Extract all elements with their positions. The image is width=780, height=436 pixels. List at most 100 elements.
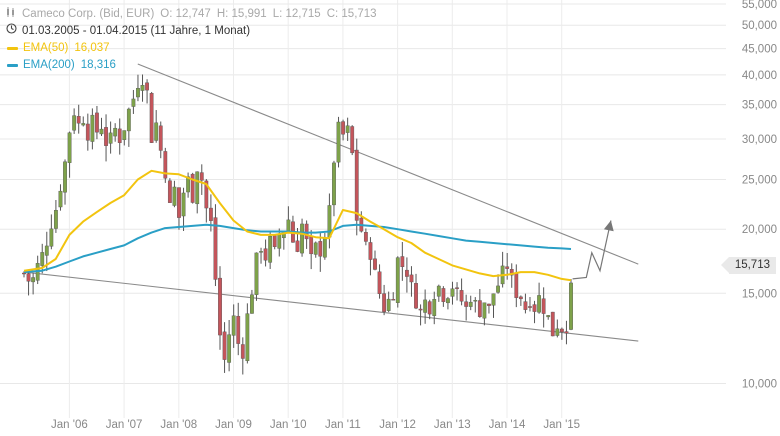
candle-up [186,176,190,193]
clock-icon [6,23,18,40]
y-tick-label: 15,000 [742,288,777,300]
candle-up [126,108,131,132]
candle-up [386,298,391,311]
close-label: C: [326,8,339,20]
candle-down [373,258,377,270]
candle-down [22,272,26,275]
projection-arrow [572,220,614,280]
candle-down [514,272,519,298]
candle-down [455,287,459,289]
candle-up [482,302,487,319]
candle-down [464,301,469,307]
candle-down [414,283,418,309]
last-price-badge: 15,713 [720,257,776,274]
candle-up [286,219,291,232]
candle-down [177,187,181,218]
candle-down [523,301,528,310]
ema200-swatch [7,64,18,67]
candle-down [477,300,482,317]
candle-down [441,288,446,302]
candle-down [204,180,209,209]
candle-up [446,298,450,304]
ema50-swatch [7,47,18,50]
low-value: 12,715 [285,8,321,20]
candle-down [427,301,432,315]
candle-up [491,293,496,306]
candle-down [117,128,122,143]
projection-path [572,220,612,280]
candle-up [108,132,113,144]
candle-down [363,232,368,242]
ema200-legend[interactable]: EMA(200) 18,316 [6,57,377,74]
candle-up [154,122,159,141]
candle-up [131,98,136,107]
candle-up [473,300,478,302]
candle-up [450,288,455,297]
period-row: 01.03.2005 - 01.04.2015 (11 Jahre, 1 Mon… [6,23,377,40]
candle-up [58,190,63,208]
candle-up [277,234,282,249]
candle-down [391,298,396,301]
candle-up [63,161,67,193]
ema-lines [23,169,572,282]
trendline [137,63,639,265]
candle-down [509,269,514,276]
ema50-label: EMA(50) [23,42,69,54]
candle-down [559,328,564,333]
candle-up [268,236,273,263]
candle-down [377,271,382,294]
instrument-row: Cameco Corp. (Bid, EUR) O: 12,747 H: 15,… [6,6,377,23]
candle-down [418,308,423,311]
x-tick-label: Jan '08 [160,419,197,431]
candle-up [468,301,473,307]
candle-down [158,125,163,151]
candle-down [518,296,523,300]
candle-down [95,112,99,133]
y-tick-label: 10,000 [742,379,777,391]
ema200-value: 18,316 [80,59,116,71]
high-value: 15,991 [231,8,267,20]
candle-down [400,256,405,268]
candle-down [145,82,149,91]
candle-up [136,88,140,98]
candle-down [354,149,359,221]
ema50-value: 16,037 [74,42,110,54]
candle-down [240,344,245,359]
candle-down [76,116,81,124]
period-text: 01.03.2005 - 01.04.2015 (11 Jahre, 1 Mon… [22,25,251,37]
ema50-legend[interactable]: EMA(50) 16,037 [6,40,377,57]
candle-down [309,235,314,255]
candle-down [222,331,227,360]
candle-up [496,285,500,293]
candle-up [90,114,95,142]
y-tick-label: 20,000 [742,224,777,236]
candlestick-icon [6,6,18,23]
candle-down [272,235,277,247]
candle-down [304,223,309,240]
candle-down [564,331,569,334]
candle-down [382,293,387,312]
open-label: O: [160,8,173,20]
candle-up [181,192,186,217]
candle-down [405,269,409,277]
x-axis: Jan '06 Jan '07 Jan '08 Jan '09 Jan '10 Jan '… [51,419,580,431]
candle-up [227,334,232,363]
candle-up [546,315,551,318]
candle-up [49,228,54,247]
candle-up [395,257,400,303]
candle-up [40,252,45,266]
candle-down [505,266,510,269]
candle-up [436,285,441,297]
candle-up [172,186,177,206]
y-tick-label: 25,000 [742,175,777,187]
candle-down [459,290,464,302]
x-tick-label: Jan '11 [325,419,361,431]
candlesticks [22,74,573,375]
candle-up [245,313,250,362]
candle-up [67,132,72,163]
projection-arrowhead [603,220,614,232]
candle-up [254,252,259,295]
candle-up [332,162,336,206]
candle-down [341,121,345,135]
